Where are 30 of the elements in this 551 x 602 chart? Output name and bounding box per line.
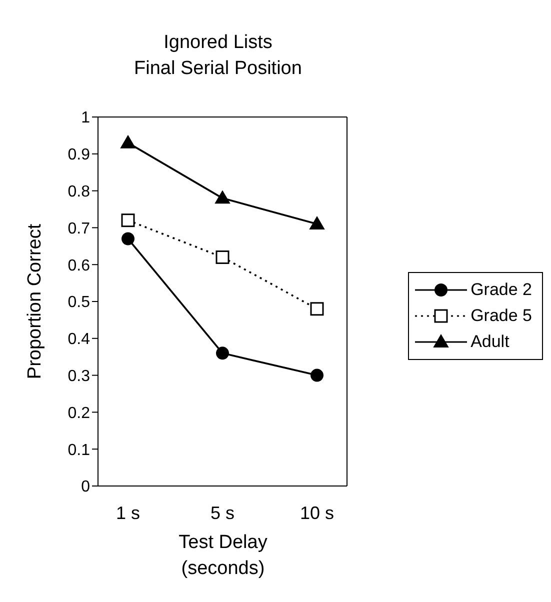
y-tick-label: 0 (81, 478, 90, 496)
point (120, 135, 136, 148)
y-tick-label: 0.3 (68, 368, 90, 385)
chart-title: Ignored Lists (162, 31, 274, 55)
point (122, 232, 134, 246)
point (215, 190, 230, 204)
legend-label: Adult (470, 332, 510, 352)
point (310, 368, 324, 382)
point (310, 216, 324, 230)
point (216, 250, 230, 264)
y-tick-label: 0.4 (68, 331, 90, 348)
x-tick-label: 5 s (210, 502, 235, 523)
point (216, 346, 229, 360)
y-axis-title: Proportion Correct (24, 223, 46, 380)
y-tick-label: 0.9 (68, 146, 90, 164)
point (310, 302, 324, 316)
y-tick-label: 0.2 (68, 404, 90, 422)
y-tick-label: 0.7 (68, 220, 90, 238)
point (121, 214, 135, 228)
y-tick-label: 0.8 (68, 183, 90, 200)
y-tick-label: 0.6 (68, 257, 90, 274)
x-tick-label: 10 s (300, 502, 334, 523)
y-tick-label: 0.1 (68, 442, 90, 459)
y-tick-label: 0.5 (68, 294, 90, 312)
x-tick-label: 1 s (116, 502, 140, 523)
y-tick-label: 1 (81, 110, 90, 127)
x-axis-title: Test Delay (seconds) (178, 531, 268, 581)
chart-subtitle: Final Serial Position (133, 57, 303, 81)
legend-label: Grade 5 (470, 306, 532, 326)
legend-label: Grade 2 (470, 280, 532, 300)
